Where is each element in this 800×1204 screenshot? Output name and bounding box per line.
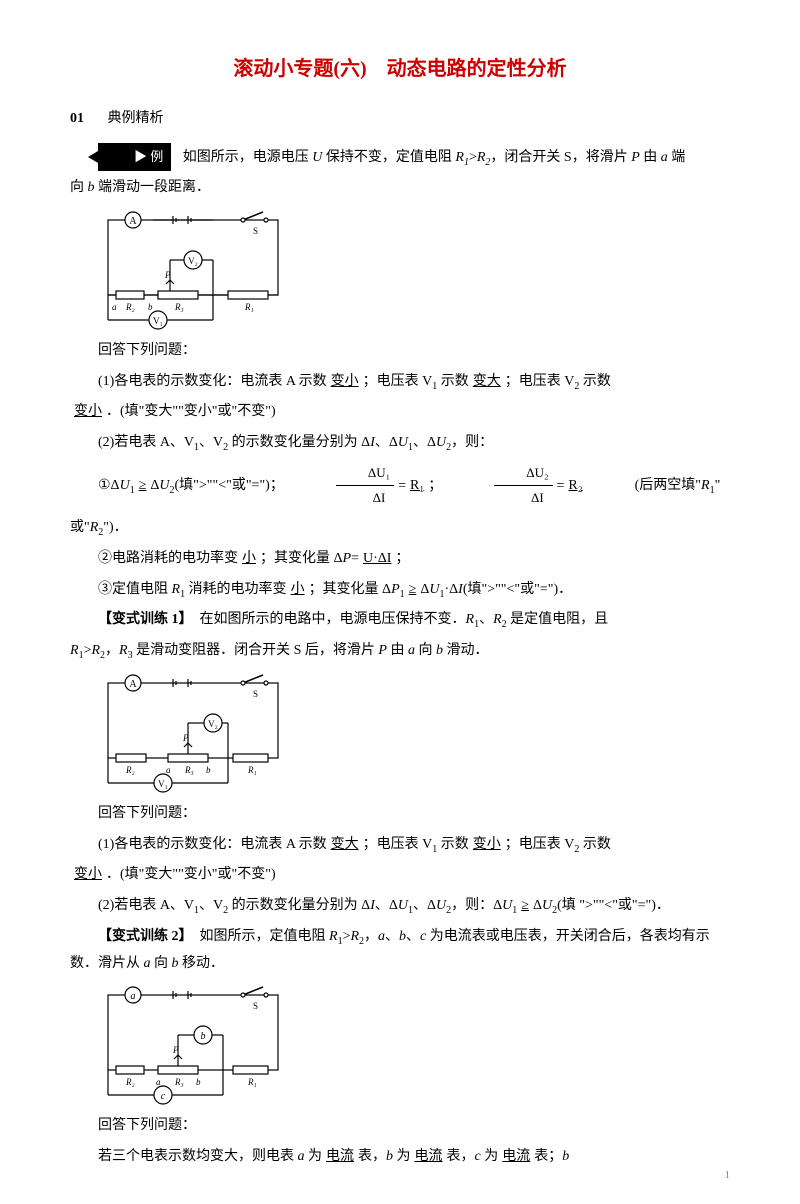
page-number: 1 xyxy=(725,1165,731,1186)
q2-2: ②电路消耗的电功率变小；其变化量 ΔP=U·ΔI； xyxy=(70,546,730,573)
v1-q1b: 变小．(填"变大""变小"或"不变") xyxy=(70,862,730,889)
svg-text:R₂: R₂ xyxy=(125,302,135,312)
variant-label: 【变式训练 1】 xyxy=(98,612,186,627)
svg-text:a: a xyxy=(156,1077,161,1087)
svg-text:b: b xyxy=(201,1031,206,1042)
svg-text:A: A xyxy=(129,216,137,227)
ans: 电流 xyxy=(322,1149,358,1164)
sym-P: P xyxy=(631,150,640,165)
ans: 变大 xyxy=(327,837,363,852)
svg-text:R₁: R₁ xyxy=(247,765,257,775)
sym-a: a xyxy=(661,150,668,165)
circuit-diagram-1: A S R₁ P R₃ R₂ a b V₂ V₁ xyxy=(98,210,288,330)
q2-3: ③定值电阻 R1 消耗的电功率变小；其变化量 ΔP1≥ΔU1·ΔI(填">""<… xyxy=(70,577,730,604)
ans: 变小 xyxy=(469,837,505,852)
circuit-diagram-2: A S R₁ P R₃ a b R₂ V₂ V₁ xyxy=(98,673,288,793)
ans: ≥ xyxy=(135,478,151,493)
q1: (1)各电表的示数变化：电流表 A 示数变小；电压表 V1 示数变大；电压表 V… xyxy=(70,369,730,396)
svg-text:R₃: R₃ xyxy=(184,765,194,775)
page-title: 滚动小专题(六) 动态电路的定性分析 xyxy=(70,50,730,88)
sym-R2: R2 xyxy=(477,150,491,165)
v1-q2: (2)若电表 A、V1、V2 的示数变化量分别为 ΔI、ΔU1、ΔU2，则：ΔU… xyxy=(70,893,730,920)
ans: ≥ xyxy=(405,582,421,597)
section-number: 01 xyxy=(70,106,84,133)
variant1: 【变式训练 1】 在如图所示的电路中，电源电压保持不变．R1、R2 是定值电阻，… xyxy=(70,607,730,634)
svg-text:b: b xyxy=(196,1077,201,1087)
ans: 电流 xyxy=(411,1149,447,1164)
svg-text:R₂: R₂ xyxy=(125,1077,135,1087)
svg-text:b: b xyxy=(206,765,211,775)
variant-label: 【变式训练 2】 xyxy=(98,929,186,944)
v2-q: 若三个电表示数均变大，则电表 a 为电流表，b 为电流表，c 为电流表；b xyxy=(70,1144,730,1171)
text: 端 xyxy=(668,150,686,165)
gt: > xyxy=(469,150,477,165)
example-intro-2: 向 b 端滑动一段距离． xyxy=(70,175,730,202)
svg-text:A: A xyxy=(129,679,137,690)
ans: 变小 xyxy=(70,867,106,882)
ans: ≥ xyxy=(517,898,533,913)
section-header: 01 典例精析 xyxy=(70,106,730,133)
fraction: ΔU₂ ΔI xyxy=(494,461,552,511)
svg-text:S: S xyxy=(253,226,258,236)
ans: R₁ xyxy=(406,478,428,493)
q2-1b: 或"R2")． xyxy=(70,515,730,542)
svg-text:V₂: V₂ xyxy=(188,256,198,266)
svg-text:V₁: V₁ xyxy=(158,779,168,789)
q2: (2)若电表 A、V1、V2 的示数变化量分别为 ΔI、ΔU1、ΔU2，则： xyxy=(70,430,730,457)
svg-text:R₁: R₁ xyxy=(244,302,254,312)
svg-text:R₃: R₃ xyxy=(174,302,184,312)
svg-text:c: c xyxy=(161,1091,166,1102)
example-badge: ▶ 例 xyxy=(98,143,171,172)
svg-text:R₁: R₁ xyxy=(247,1077,257,1087)
answer-prompt-2: 回答下列问题： xyxy=(70,801,730,828)
sym-U: U xyxy=(312,150,322,165)
ans: 变大 xyxy=(469,374,505,389)
text: 由 xyxy=(640,150,661,165)
sym-b: b xyxy=(88,180,95,195)
svg-text:R₂: R₂ xyxy=(125,765,135,775)
section-label: 典例精析 xyxy=(108,111,164,126)
svg-text:V₂: V₂ xyxy=(208,719,218,729)
svg-text:b: b xyxy=(148,302,153,312)
v1-q1: (1)各电表的示数变化：电流表 A 示数变大；电压表 V1 示数变小；电压表 V… xyxy=(70,832,730,859)
sym-R1: R1 xyxy=(455,150,469,165)
example-intro: ▶ 例 如图所示，电源电压 U 保持不变，定值电阻 R1>R2，闭合开关 S，将… xyxy=(70,143,730,172)
ans: 变小 xyxy=(327,374,363,389)
text: 端滑动一段距离． xyxy=(95,180,211,195)
fraction: ΔU₁ ΔI xyxy=(336,461,394,511)
text: 向 xyxy=(70,180,88,195)
svg-text:a: a xyxy=(166,765,171,775)
answer-prompt-3: 回答下列问题： xyxy=(70,1113,730,1140)
ans: 变小 xyxy=(70,404,106,419)
ans: R₂ xyxy=(564,478,586,493)
q1b: 变小．(填"变大""变小"或"不变") xyxy=(70,399,730,426)
ans: 小 xyxy=(238,551,260,566)
circuit-diagram-3: a S R₁ P R₃ a b R₂ b c xyxy=(98,985,288,1105)
svg-text:S: S xyxy=(253,689,258,699)
svg-text:V₁: V₁ xyxy=(153,316,163,326)
text: 保持不变，定值电阻 xyxy=(322,150,455,165)
ans: 小 xyxy=(287,582,309,597)
variant1b: R1>R2，R3 是滑动变阻器．闭合开关 S 后，将滑片 P 由 a 向 b 滑… xyxy=(70,638,730,665)
svg-text:S: S xyxy=(253,1001,258,1011)
text: 如图所示，电源电压 xyxy=(183,150,313,165)
ans: 电流 xyxy=(498,1149,534,1164)
svg-text:a: a xyxy=(131,991,136,1002)
ans: U·ΔI xyxy=(359,551,395,566)
q2-1: ①ΔU1≥ΔU2(填">""<"或"=")； ΔU₁ ΔI =R₁； ΔU₂ Δ… xyxy=(70,461,730,511)
svg-text:a: a xyxy=(112,302,117,312)
text: ，闭合开关 S，将滑片 xyxy=(490,150,631,165)
variant2: 【变式训练 2】 如图所示，定值电阻 R1>R2，a、b、c 为电流表或电压表，… xyxy=(70,924,730,977)
svg-text:R₃: R₃ xyxy=(174,1077,184,1087)
answer-prompt: 回答下列问题： xyxy=(70,338,730,365)
